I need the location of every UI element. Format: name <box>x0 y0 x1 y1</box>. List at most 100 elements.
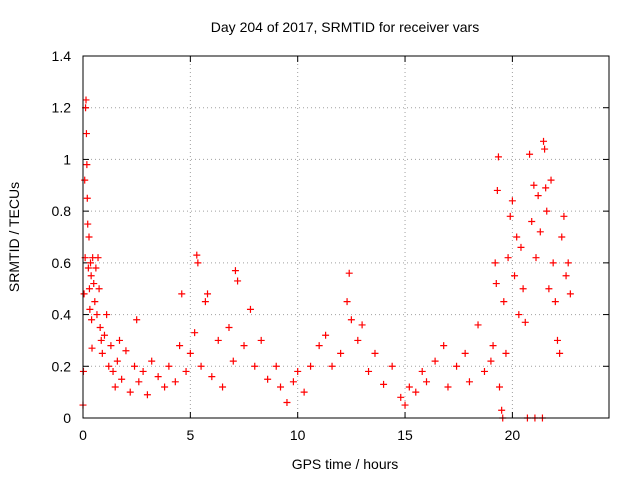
data-point <box>87 272 95 280</box>
gridlines <box>83 56 609 418</box>
data-point <box>191 329 199 337</box>
data-point <box>502 349 510 357</box>
data-point <box>440 342 448 350</box>
data-point <box>95 285 103 293</box>
data-point <box>549 259 557 267</box>
data-point <box>412 388 420 396</box>
x-axis-label: GPS time / hours <box>292 456 399 472</box>
data-point <box>194 259 202 267</box>
data-point <box>85 285 93 293</box>
data-point <box>487 357 495 365</box>
data-point <box>109 367 117 375</box>
data-point <box>534 192 542 200</box>
data-point <box>154 373 162 381</box>
data-point <box>553 336 561 344</box>
data-point <box>100 331 108 339</box>
data-point <box>380 380 388 388</box>
x-tick-label: 15 <box>397 427 413 443</box>
data-point <box>542 184 550 192</box>
data-point <box>530 181 538 189</box>
data-point <box>139 367 147 375</box>
data-point <box>82 130 90 138</box>
data-point <box>234 277 242 285</box>
data-point <box>85 233 93 241</box>
data-point <box>225 324 233 331</box>
data-point <box>97 336 105 344</box>
data-point <box>90 280 98 288</box>
data-point <box>251 362 259 370</box>
data-point <box>143 391 151 399</box>
data-point <box>178 290 186 298</box>
data-point <box>540 137 548 145</box>
data-point <box>347 316 355 324</box>
data-point <box>536 228 544 236</box>
data-point <box>289 378 297 386</box>
data-point <box>165 362 173 370</box>
data-point <box>94 254 102 262</box>
data-point <box>257 336 265 344</box>
data-point <box>294 367 302 375</box>
data-point <box>358 321 366 329</box>
data-point <box>492 280 500 288</box>
x-tick-label: 10 <box>290 427 306 443</box>
y-tick-label: 0.4 <box>52 307 72 323</box>
data-point <box>171 378 179 386</box>
data-point <box>354 336 362 344</box>
data-point <box>307 362 315 370</box>
data-point <box>337 349 345 357</box>
data-point <box>107 342 115 350</box>
data-point <box>508 197 516 205</box>
y-axis-label: SRMTID / TECUs <box>6 182 22 292</box>
data-point <box>519 285 527 293</box>
data-point <box>113 357 121 365</box>
data-point <box>193 251 201 259</box>
data-point <box>88 344 96 352</box>
data-point <box>246 305 254 313</box>
data-point <box>504 254 512 262</box>
data-point <box>186 349 194 357</box>
data-point <box>444 383 452 391</box>
data-point <box>511 272 519 280</box>
data-point <box>515 311 523 319</box>
data-point <box>498 406 506 414</box>
data-point <box>81 176 89 184</box>
data-point <box>431 357 439 365</box>
data-point <box>133 316 141 324</box>
data-point <box>480 367 488 375</box>
data-point <box>545 285 553 293</box>
data-point <box>543 207 551 215</box>
data-point <box>115 336 123 344</box>
data-point <box>240 342 248 350</box>
x-axis-ticks: 0 5 10 15 20 <box>79 56 520 443</box>
data-point <box>489 342 497 350</box>
data-point <box>87 259 95 267</box>
y-tick-label: 0.8 <box>52 203 72 219</box>
data-point <box>176 342 184 350</box>
data-point <box>148 357 156 365</box>
data-point <box>135 378 143 386</box>
plot-frame <box>82 55 610 419</box>
data-point <box>98 349 106 357</box>
y-tick-label: 1.2 <box>52 100 72 116</box>
data-point <box>388 362 396 370</box>
data-point <box>201 298 209 306</box>
x-tick-label: 0 <box>79 427 87 443</box>
data-point <box>91 298 99 306</box>
data-point <box>541 145 549 153</box>
data-point <box>328 362 336 370</box>
data-point <box>371 349 379 357</box>
data-point <box>493 186 501 194</box>
data-point <box>500 298 508 306</box>
data-point <box>558 233 566 241</box>
data-point <box>566 290 574 298</box>
data-point <box>494 153 502 161</box>
data-point <box>560 212 568 220</box>
data-point <box>453 362 461 370</box>
y-tick-label: 1 <box>63 151 71 167</box>
data-point <box>83 161 91 169</box>
data-point <box>84 264 92 272</box>
y-tick-label: 0.6 <box>52 255 72 271</box>
data-point <box>526 150 534 158</box>
data-point <box>208 373 216 381</box>
